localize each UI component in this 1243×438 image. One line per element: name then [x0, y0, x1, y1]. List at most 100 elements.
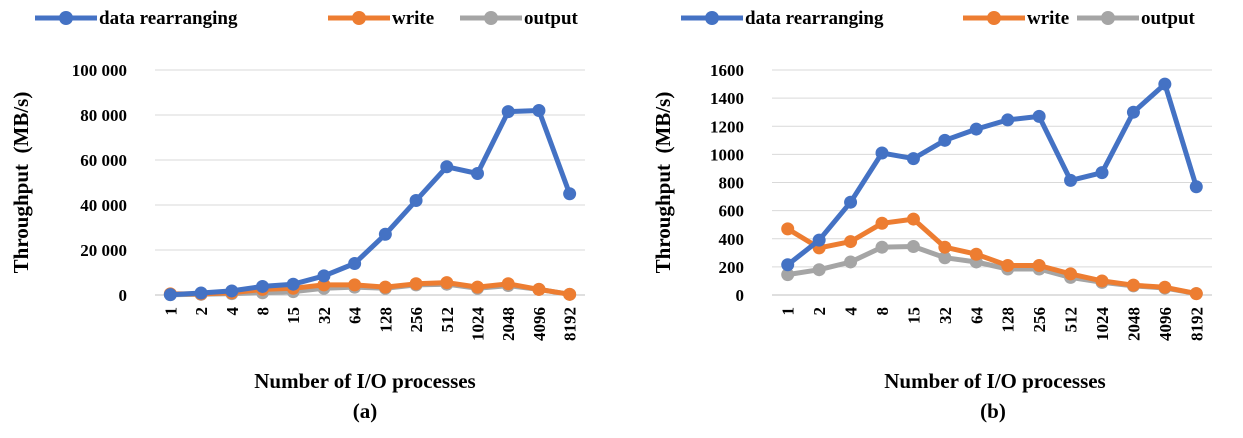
data-point: [938, 133, 952, 147]
data-point: [875, 240, 889, 254]
x-tick-label: 2048: [1124, 307, 1143, 341]
data-point: [471, 280, 484, 294]
legend-swatch-marker: [484, 11, 498, 25]
legend-swatch-marker: [1101, 11, 1115, 25]
data-point: [1126, 105, 1140, 119]
data-point: [812, 233, 826, 247]
y-tick-label: 20 000: [80, 241, 127, 260]
x-tick-label: 128: [999, 307, 1018, 333]
y-axis-label: Throughput (MB/s): [651, 92, 675, 274]
data-point: [409, 277, 423, 291]
x-tick-label: 1024: [469, 307, 488, 342]
x-tick-label: 4096: [1156, 307, 1175, 341]
x-tick-label: 2: [192, 307, 211, 316]
data-point: [1095, 166, 1109, 180]
y-tick-label: 200: [719, 258, 745, 277]
data-point: [1126, 278, 1140, 292]
data-point: [225, 284, 239, 298]
panel-label: (b): [980, 399, 1006, 423]
x-tick-label: 512: [1062, 307, 1081, 333]
y-tick-label: 1400: [710, 89, 744, 108]
data-point: [532, 104, 546, 117]
data-point: [1032, 109, 1046, 123]
data-point: [1158, 280, 1172, 294]
y-tick-label: 600: [719, 202, 745, 221]
data-point: [906, 212, 920, 226]
data-point: [1189, 180, 1203, 194]
x-tick-label: 256: [407, 307, 426, 333]
y-tick-label: 1600: [710, 61, 744, 80]
x-tick-label: 512: [438, 307, 457, 333]
x-tick-label: 32: [315, 307, 334, 324]
legend-label: write: [1027, 8, 1069, 29]
data-point: [378, 227, 392, 241]
y-tick-label: 1000: [710, 145, 744, 164]
data-point: [256, 279, 269, 293]
data-point: [409, 194, 423, 207]
data-point: [781, 268, 795, 282]
y-tick-label: 100 000: [72, 61, 127, 80]
data-point: [969, 247, 983, 261]
x-tick-label: 8192: [1187, 307, 1206, 341]
data-point: [563, 187, 577, 201]
y-tick-label: 800: [719, 174, 745, 193]
x-axis-label: Number of I/O processes: [254, 369, 475, 393]
data-point: [781, 258, 795, 272]
data-point: [844, 255, 858, 269]
legend-label: data rearranging: [99, 8, 238, 29]
data-point: [938, 240, 952, 254]
data-point: [440, 276, 454, 290]
data-point: [348, 278, 362, 292]
data-point: [1064, 267, 1078, 281]
x-tick-label: 1: [779, 307, 798, 316]
data-point: [1001, 113, 1015, 127]
data-point: [938, 251, 952, 265]
legend-swatch-marker: [987, 11, 1001, 25]
data-point: [844, 235, 858, 249]
legend-label: output: [1141, 8, 1196, 29]
data-point: [906, 152, 920, 166]
y-tick-label: 40 000: [80, 196, 127, 215]
x-tick-label: 64: [346, 307, 365, 325]
x-tick-label: 8: [254, 307, 273, 316]
data-point: [378, 280, 392, 294]
legend-label: data rearranging: [745, 8, 884, 29]
x-tick-label: 1024: [1093, 307, 1112, 342]
x-tick-label: 128: [376, 307, 395, 333]
data-point: [501, 105, 515, 119]
legend-label: write: [392, 8, 434, 29]
data-point: [1064, 173, 1078, 187]
x-tick-label: 64: [967, 307, 986, 325]
data-point: [163, 288, 177, 302]
data-point: [1158, 77, 1172, 91]
data-point: [440, 160, 454, 174]
y-tick-label: 80 000: [80, 106, 127, 125]
legend-swatch-marker: [59, 11, 73, 25]
data-point: [781, 222, 795, 236]
x-tick-label: 8: [873, 307, 892, 316]
x-tick-label: 15: [284, 307, 303, 324]
panel-label: (a): [353, 399, 378, 423]
series-line-data-rearranging: [785, 81, 1199, 268]
series-line-data-rearranging: [167, 108, 573, 298]
x-tick-label: 15: [904, 307, 923, 324]
chart-panel-a: 0 20 000 40 000 60 000 80 000 100 000 1 2 4 8 15 32…: [9, 8, 585, 423]
y-tick-label: 60 000: [80, 151, 127, 170]
data-point: [194, 286, 208, 300]
x-tick-label: 1: [161, 307, 180, 316]
x-tick-label: 256: [1030, 307, 1049, 333]
y-tick-label: 400: [719, 230, 745, 249]
legend-swatch-marker: [705, 11, 719, 25]
y-tick-label: 1200: [710, 117, 744, 136]
x-axis-label: Number of I/O processes: [884, 369, 1105, 393]
data-point: [317, 278, 331, 292]
legend-label: output: [524, 8, 579, 29]
x-tick-label: 2048: [499, 307, 518, 341]
data-point: [1189, 287, 1203, 301]
data-point: [471, 167, 484, 180]
x-tick-label: 32: [936, 307, 955, 324]
data-point: [906, 239, 920, 253]
data-point: [1001, 258, 1015, 272]
data-point: [532, 282, 546, 296]
